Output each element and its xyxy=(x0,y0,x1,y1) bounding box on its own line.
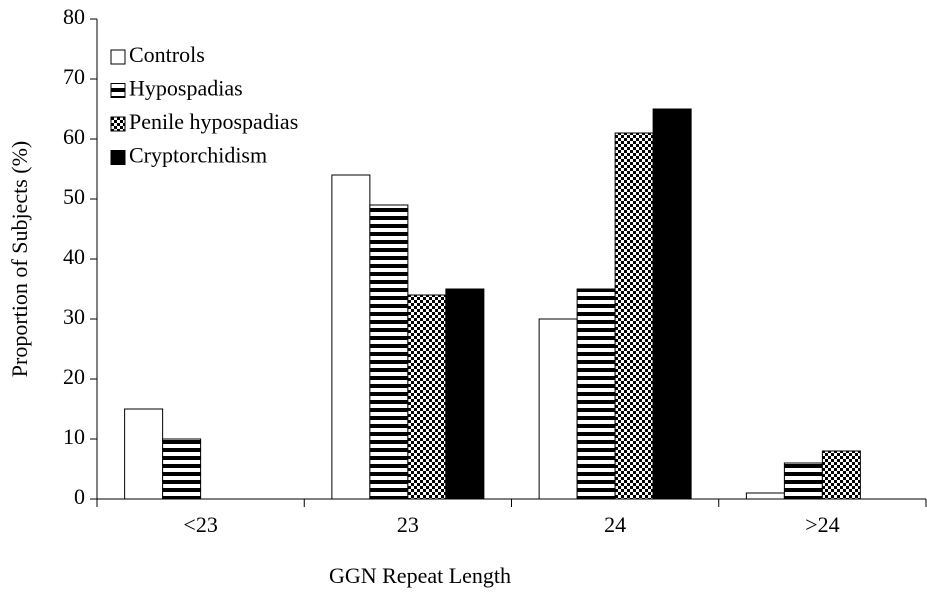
bar xyxy=(445,288,485,500)
legend-label: Penile hypospadias xyxy=(129,109,298,134)
bar xyxy=(162,438,202,500)
bar xyxy=(331,174,371,500)
bar xyxy=(369,204,409,500)
y-tick-label: 50 xyxy=(63,184,85,209)
legend-swatch xyxy=(110,83,126,98)
y-tick-label: 20 xyxy=(63,364,85,389)
y-tick-label: 0 xyxy=(74,484,85,509)
legend-label: Controls xyxy=(129,42,205,67)
x-tick-label: 24 xyxy=(604,512,626,537)
legend-label: Cryptorchidism xyxy=(129,143,267,168)
bar xyxy=(538,318,578,500)
y-tick-label: 60 xyxy=(63,124,85,149)
bar xyxy=(783,462,823,500)
x-tick-label: <23 xyxy=(183,512,217,537)
x-axis-label: GGN Repeat Length xyxy=(329,563,511,588)
legend-swatch xyxy=(110,150,126,165)
bar xyxy=(124,408,164,500)
legend-swatch xyxy=(110,116,126,132)
bar xyxy=(821,450,861,500)
legend-swatch xyxy=(110,49,126,65)
y-tick-label: 30 xyxy=(63,304,85,329)
x-tick-label: >24 xyxy=(805,512,839,537)
bar xyxy=(407,294,447,500)
x-tick-label: 23 xyxy=(397,512,419,537)
bar xyxy=(576,288,616,500)
y-tick-label: 80 xyxy=(63,4,85,29)
y-tick-label: 70 xyxy=(63,64,85,89)
y-tick-label: 10 xyxy=(63,424,85,449)
bar xyxy=(614,132,654,500)
y-axis-label: Proportion of Subjects (%) xyxy=(7,141,32,377)
legend-label: Hypospadias xyxy=(129,76,243,101)
bar xyxy=(745,492,785,500)
y-tick-label: 40 xyxy=(63,244,85,269)
bar xyxy=(652,108,692,500)
